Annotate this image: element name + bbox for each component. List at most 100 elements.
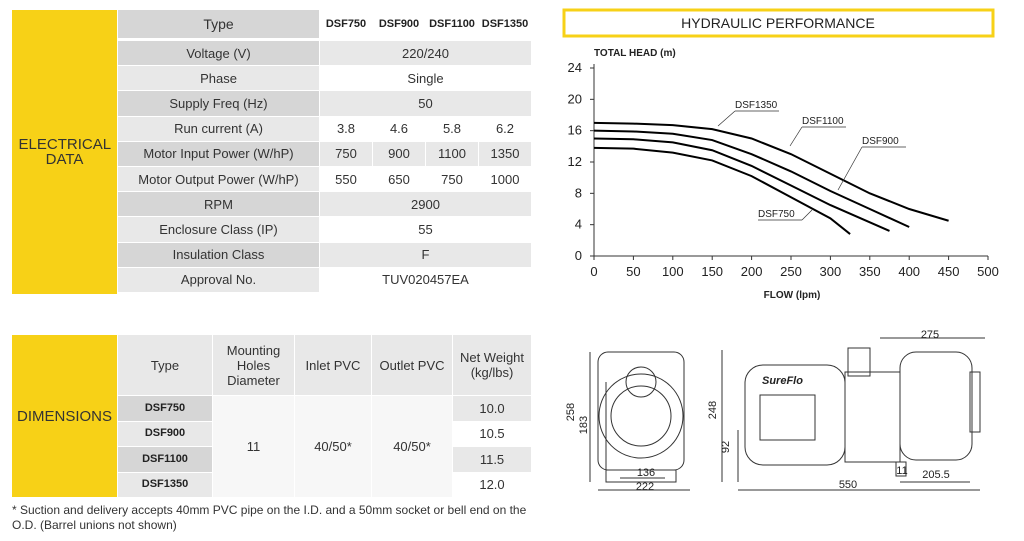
- header-cell: Type: [118, 335, 213, 396]
- row-label: Supply Freq (Hz): [118, 91, 320, 117]
- row-value: 900: [373, 141, 426, 167]
- weight-cell: 10.0: [453, 396, 532, 422]
- y-tick-label: 12: [568, 154, 582, 169]
- leader-line: [801, 209, 813, 221]
- series-line: [593, 121, 949, 222]
- x-tick-label: 100: [662, 264, 684, 279]
- dimension-label: 222: [636, 481, 654, 493]
- row-label: Voltage (V): [118, 41, 320, 67]
- y-tick-label: 4: [575, 217, 582, 232]
- chart-title-box: [562, 8, 995, 38]
- inlet-cell: 40/50*: [295, 396, 372, 498]
- series-line: [593, 129, 910, 228]
- dimension-label: 275: [921, 329, 939, 341]
- dimension-label: 183: [578, 416, 590, 434]
- leader-line: [837, 146, 863, 191]
- footnote: * Suction and delivery accepts 40mm PVC …: [12, 503, 527, 532]
- x-tick-label: 400: [898, 264, 920, 279]
- dimension-label: 205.5: [922, 469, 950, 481]
- row-value: 6.2: [479, 116, 532, 142]
- weight-cell: 10.5: [453, 421, 532, 447]
- x-tick-label: 250: [780, 264, 802, 279]
- row-value: 750: [320, 141, 373, 167]
- row-value: 550: [320, 167, 373, 193]
- outlet-cell: 40/50*: [372, 396, 453, 498]
- series-label: DSF1350: [735, 100, 778, 111]
- row-label: Run current (A): [118, 116, 320, 142]
- x-tick-label: 150: [701, 264, 723, 279]
- header-cell: Inlet PVC: [295, 335, 372, 396]
- row-label: Motor Output Power (W/hP): [118, 167, 320, 193]
- row-value: 3.8: [320, 116, 373, 142]
- x-tick-label: 50: [626, 264, 640, 279]
- row-value: 220/240: [320, 41, 532, 67]
- x-tick-label: 200: [741, 264, 763, 279]
- type-cell: DSF1350: [118, 472, 213, 498]
- series-label: DSF1100: [802, 116, 844, 127]
- type-cell: DSF1100: [118, 447, 213, 473]
- series-line: [593, 137, 890, 232]
- series-label: DSF750: [758, 209, 795, 220]
- row-value: 2900: [320, 192, 532, 218]
- series-line: [593, 146, 851, 235]
- header-cell: DSF750: [320, 10, 373, 39]
- weight-cell: 12.0: [453, 472, 532, 498]
- dimension-label: 550: [839, 479, 857, 491]
- x-tick-label: 300: [820, 264, 842, 279]
- row-value: 650: [373, 167, 426, 193]
- header-cell: Mounting Holes Diameter: [213, 335, 295, 396]
- row-value: 1000: [479, 167, 532, 193]
- y-tick-label: 8: [575, 185, 582, 200]
- chart-title: HYDRAULIC PERFORMANCE: [681, 15, 875, 31]
- row-value: TUV020457EA: [320, 267, 532, 293]
- x-tick-label: 450: [938, 264, 960, 279]
- row-label: RPM: [118, 192, 320, 218]
- row-value: 5.8: [426, 116, 479, 142]
- leader-line: [717, 110, 736, 127]
- pump-drawing: [589, 337, 985, 491]
- row-value: 1350: [479, 141, 532, 167]
- header-cell: DSF1350: [479, 10, 532, 39]
- dimension-label: 248: [707, 401, 719, 419]
- y-tick-label: 16: [568, 123, 582, 138]
- type-cell: DSF900: [118, 421, 213, 447]
- x-tick-label: 0: [590, 264, 597, 279]
- row-label: Enclosure Class (IP): [118, 217, 320, 243]
- weight-cell: 11.5: [453, 447, 532, 473]
- header-cell: Type: [118, 10, 320, 39]
- row-value: 55: [320, 217, 532, 243]
- row-label: Approval No.: [118, 267, 320, 293]
- x-tick-label: 350: [859, 264, 881, 279]
- section-label: ELECTRICAL DATA: [12, 10, 118, 295]
- section-label: DIMENSIONS: [12, 335, 118, 498]
- y-tick-label: 0: [575, 248, 582, 263]
- y-tick-label: 20: [568, 91, 582, 106]
- x-tick-label: 500: [977, 264, 999, 279]
- header-cell: DSF1100: [426, 10, 479, 39]
- header-cell: Outlet PVC: [372, 335, 453, 396]
- dimension-label: 92: [720, 441, 732, 453]
- x-axis-title: FLOW (lpm): [764, 290, 821, 301]
- row-label: Motor Input Power (W/hP): [118, 141, 320, 167]
- header-cell: Net Weight (kg/lbs): [453, 335, 532, 396]
- type-cell: DSF750: [118, 396, 213, 422]
- dimension-label: 136: [637, 467, 655, 479]
- row-label: Insulation Class: [118, 242, 320, 268]
- row-value: Single: [320, 66, 532, 92]
- y-axis-title: TOTAL HEAD (m): [594, 48, 676, 59]
- dimension-label: 258: [565, 403, 577, 421]
- row-value: 50: [320, 91, 532, 117]
- dimension-label: 11: [896, 465, 907, 477]
- row-label: Phase: [118, 66, 320, 92]
- row-value: 4.6: [373, 116, 426, 142]
- row-value: 750: [426, 167, 479, 193]
- row-value: 1100: [426, 141, 479, 167]
- brand-label: SureFlo: [762, 375, 803, 387]
- row-value: F: [320, 242, 532, 268]
- mounting-cell: 11: [213, 396, 295, 498]
- series-label: DSF900: [862, 136, 899, 147]
- leader-line: [789, 126, 803, 147]
- y-tick-label: 24: [568, 60, 582, 75]
